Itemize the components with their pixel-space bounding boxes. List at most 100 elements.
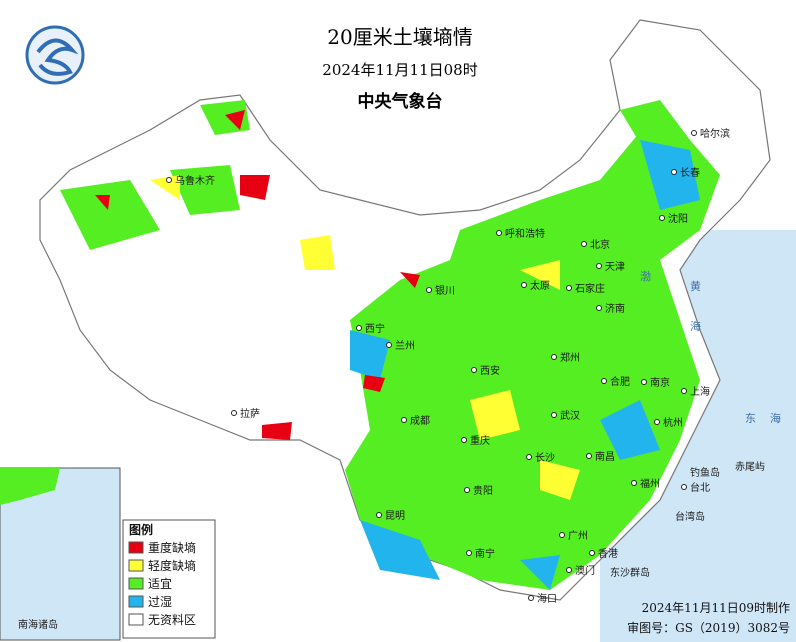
- legend-label: 适宜: [148, 576, 172, 591]
- city-marker: [586, 453, 592, 459]
- city-label: 长春: [680, 167, 700, 179]
- legend-label: 轻度缺墒: [148, 558, 196, 573]
- city-marker: [654, 419, 660, 425]
- city-marker: [526, 454, 532, 460]
- city-marker: [496, 230, 502, 236]
- place-label: 赤尾屿: [735, 461, 765, 473]
- city-marker: [681, 484, 687, 490]
- city-marker: [671, 169, 677, 175]
- moisture-area: [60, 100, 690, 250]
- place-label: 钓鱼岛: [690, 466, 720, 479]
- city-marker: [551, 412, 557, 418]
- city-label: 香港: [598, 548, 618, 560]
- city-marker: [528, 595, 534, 601]
- city-label: 昆明: [385, 510, 405, 522]
- city-marker: [631, 480, 637, 486]
- city-label: 台北: [690, 481, 710, 494]
- city-marker: [521, 282, 527, 288]
- city-label: 杭州: [663, 416, 683, 429]
- inset-land: [0, 468, 60, 505]
- place-label: 渤: [640, 270, 651, 283]
- city-marker: [596, 305, 602, 311]
- made-time: 2024年11月11日09时制作: [642, 601, 790, 615]
- city-label: 银川: [435, 284, 455, 297]
- city-marker: [581, 241, 587, 247]
- city-label: 上海: [690, 385, 710, 398]
- city-marker: [551, 354, 557, 360]
- review-number: 审图号：GS（2019）3082号: [627, 620, 790, 635]
- city-marker: [426, 287, 432, 293]
- place-label: 海: [770, 411, 781, 425]
- city-label: 郑州: [560, 351, 580, 364]
- city-label: 拉萨: [240, 407, 260, 420]
- city-label: 南宁: [475, 547, 495, 560]
- city-label: 福州: [640, 477, 660, 490]
- place-label: 黄: [690, 279, 701, 293]
- city-label: 哈尔滨: [700, 127, 730, 140]
- place-label: 东沙群岛: [610, 566, 650, 579]
- legend-swatch: [128, 559, 144, 572]
- legend-swatch: [128, 577, 144, 590]
- legend-swatch: [128, 613, 144, 626]
- legend-label: 过湿: [148, 594, 172, 609]
- city-label: 广州: [568, 530, 588, 542]
- city-label: 太原: [530, 279, 550, 292]
- city-label: 石家庄: [575, 282, 605, 295]
- city-marker: [596, 263, 602, 269]
- city-marker: [559, 532, 565, 538]
- city-label: 北京: [590, 238, 610, 251]
- city-label: 南昌: [595, 450, 615, 463]
- city-label: 成都: [410, 415, 430, 427]
- city-marker: [566, 567, 572, 573]
- city-marker: [471, 367, 477, 373]
- title: 20厘米土壤墒情: [327, 25, 472, 49]
- city-label: 乌鲁木齐: [175, 174, 215, 187]
- inset-label: 南海诸岛: [18, 618, 58, 631]
- place-label: 海: [690, 319, 701, 333]
- city-marker: [641, 379, 647, 385]
- city-label: 南京: [650, 376, 670, 389]
- date: 2024年11月11日08时: [322, 61, 477, 79]
- legend-title: 图例: [129, 522, 153, 537]
- city-marker: [356, 325, 362, 331]
- wet-area: [350, 140, 700, 590]
- city-label: 西安: [480, 364, 500, 377]
- city-label: 长沙: [535, 452, 555, 464]
- city-label: 贵阳: [473, 484, 493, 497]
- city-marker: [376, 512, 382, 518]
- place-label: 台湾岛: [675, 510, 705, 523]
- city-marker: [466, 550, 472, 556]
- city-label: 呼和浩特: [505, 228, 545, 240]
- city-marker: [231, 410, 237, 416]
- city-label: 沈阳: [668, 212, 688, 225]
- city-marker: [589, 550, 595, 556]
- legend-swatch: [128, 595, 144, 608]
- city-marker: [461, 437, 467, 443]
- legend-swatch: [128, 541, 144, 554]
- city-label: 天津: [605, 261, 625, 273]
- city-label: 兰州: [395, 339, 415, 352]
- city-label: 合肥: [610, 375, 630, 388]
- city-marker: [691, 130, 697, 136]
- city-marker: [681, 388, 687, 394]
- legend-label: 无资料区: [148, 613, 196, 627]
- legend-label: 重度缺墒: [148, 540, 196, 555]
- city-marker: [601, 378, 607, 384]
- city-marker: [386, 342, 392, 348]
- city-marker: [401, 417, 407, 423]
- city-label: 西宁: [365, 322, 385, 335]
- city-label: 澳门: [575, 564, 595, 577]
- city-marker: [659, 215, 665, 221]
- city-marker: [566, 285, 572, 291]
- moisture-area: [345, 120, 720, 590]
- city-label: 武汉: [560, 409, 580, 422]
- severe-dry-area: [95, 110, 420, 440]
- city-label: 济南: [605, 302, 625, 315]
- city-marker: [166, 177, 172, 183]
- city-label: 重庆: [470, 434, 490, 447]
- agency: 中央气象台: [358, 91, 443, 112]
- city-label: 海口: [537, 592, 557, 605]
- place-label: 东: [745, 412, 756, 425]
